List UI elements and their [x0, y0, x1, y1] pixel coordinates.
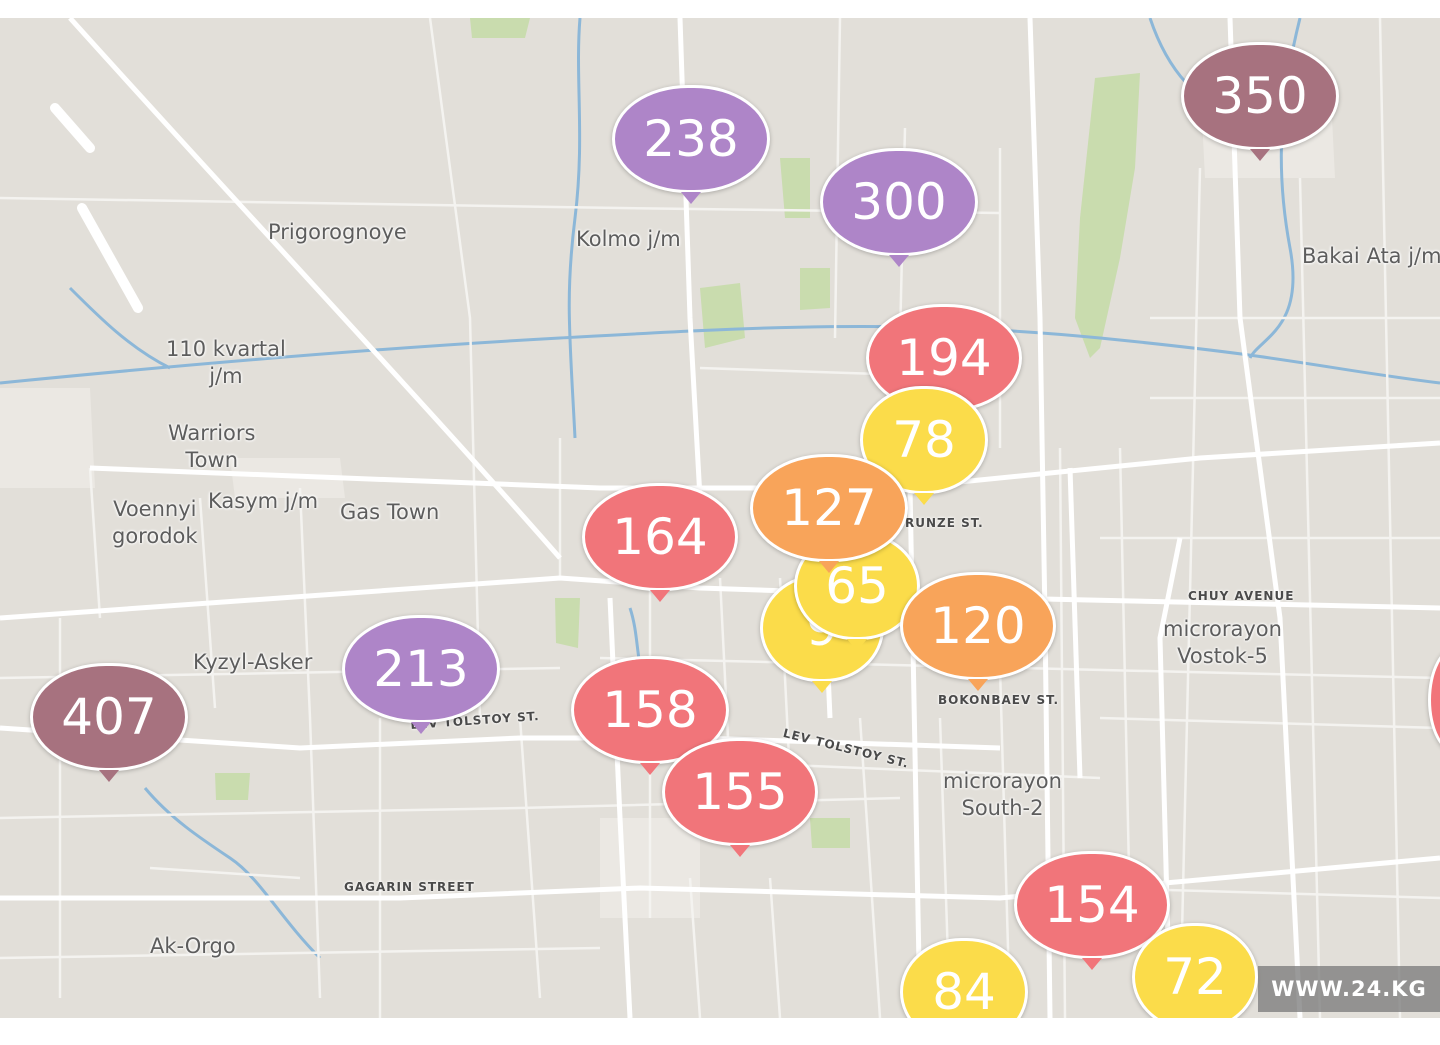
place-label-kasym: Kasym j/m — [208, 489, 319, 513]
street-label-frunze: RUNZE ST. — [905, 516, 984, 530]
place-label-kolmo: Kolmo j/m — [576, 227, 681, 251]
aqi-value: 155 — [692, 763, 788, 821]
aqi-value: 194 — [896, 329, 992, 387]
aqi-value: 158 — [602, 681, 698, 739]
street-label-chuy: CHUY AVENUE — [1188, 589, 1295, 603]
map-basemap — [0, 18, 1440, 1018]
aqi-marker-407[interactable]: 407 — [30, 663, 188, 782]
street-label-bokonbaev: BOKONBAEV ST. — [938, 693, 1060, 707]
aqi-marker-158[interactable]: 158 — [571, 656, 729, 775]
park-areas — [215, 18, 1140, 848]
aqi-value: 120 — [930, 597, 1026, 655]
map-canvas[interactable]: Prigorognoye Kolmo j/m Bakai Ata j/m 110… — [0, 18, 1440, 1018]
place-label-gas-town: Gas Town — [340, 500, 440, 524]
aqi-value: 154 — [1044, 876, 1140, 934]
aqi-value: 407 — [61, 688, 157, 746]
place-label-south-2: microrayon South-2 — [943, 769, 1062, 820]
aqi-marker-300[interactable]: 300 — [820, 148, 978, 267]
street-label-gagarin: GAGARIN STREET — [344, 880, 475, 894]
minor-roads — [0, 18, 1440, 1018]
place-label-ak-orgo: Ak-Orgo — [150, 934, 236, 958]
aqi-value: 72 — [1163, 948, 1227, 1006]
place-label-110-kvartal: 110 kvartal j/m — [166, 337, 286, 388]
place-label-warriors-town: Warriors Town — [168, 421, 256, 472]
aqi-value: 127 — [781, 479, 877, 537]
place-label-prigorognoye: Prigorognoye — [268, 220, 407, 244]
aqi-value: 84 — [932, 963, 996, 1018]
aqi-marker-154[interactable]: 154 — [1014, 851, 1170, 970]
place-label-bakai-ata: Bakai Ata j/m — [1302, 244, 1440, 268]
aqi-value: 164 — [612, 508, 708, 566]
aqi-value: 78 — [892, 411, 956, 469]
aqi-marker-72[interactable]: 72 — [1132, 923, 1258, 1018]
place-label-kyzyl-asker: Kyzyl-Asker — [193, 650, 313, 674]
place-label-vostok-5: microrayon Vostok-5 — [1163, 617, 1282, 668]
aqi-marker-350[interactable]: 350 — [1181, 42, 1339, 161]
aqi-value: 300 — [851, 173, 947, 231]
aqi-value: 213 — [373, 640, 469, 698]
aqi-marker-164[interactable]: 164 — [582, 483, 738, 602]
aqi-marker-155[interactable]: 155 — [662, 738, 818, 857]
aqi-marker-213[interactable]: 213 — [342, 615, 500, 734]
aqi-value: 350 — [1212, 67, 1308, 125]
aqi-marker-120[interactable]: 120 — [900, 572, 1056, 691]
aqi-marker-127[interactable]: 127 — [750, 454, 908, 573]
watermark-24kg: WWW.24.KG — [1258, 966, 1440, 1012]
aqi-marker-238[interactable]: 238 — [612, 85, 770, 204]
place-label-voennyi-gorodok: Voennyi gorodok — [112, 497, 198, 548]
aqi-marker-84[interactable]: 84 — [900, 938, 1028, 1018]
aqi-value: 238 — [643, 110, 739, 168]
airfield-runways — [50, 103, 143, 313]
